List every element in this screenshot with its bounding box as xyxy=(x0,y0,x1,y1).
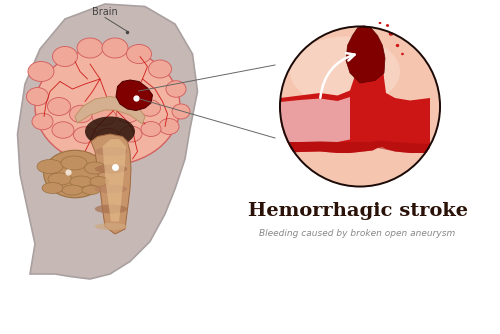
Polygon shape xyxy=(75,97,145,124)
Polygon shape xyxy=(280,141,430,153)
Ellipse shape xyxy=(95,165,128,173)
Polygon shape xyxy=(102,139,126,221)
Ellipse shape xyxy=(389,32,393,36)
Ellipse shape xyxy=(126,44,152,63)
Text: Hemorrhagic stroke: Hemorrhagic stroke xyxy=(248,202,468,220)
Text: Brain: Brain xyxy=(92,6,118,16)
Ellipse shape xyxy=(70,105,92,123)
Ellipse shape xyxy=(52,122,74,138)
Ellipse shape xyxy=(28,61,54,81)
Ellipse shape xyxy=(48,173,72,185)
Ellipse shape xyxy=(148,60,172,78)
Ellipse shape xyxy=(85,117,135,147)
Ellipse shape xyxy=(35,48,180,165)
Ellipse shape xyxy=(378,22,382,24)
Ellipse shape xyxy=(141,122,161,137)
Ellipse shape xyxy=(140,100,160,116)
Ellipse shape xyxy=(95,204,128,213)
Text: Bleeding caused by broken open aneurysm: Bleeding caused by broken open aneurysm xyxy=(260,228,456,237)
Polygon shape xyxy=(346,25,385,83)
Ellipse shape xyxy=(172,104,190,119)
Ellipse shape xyxy=(84,162,105,174)
Ellipse shape xyxy=(120,126,142,142)
Ellipse shape xyxy=(70,176,92,187)
Ellipse shape xyxy=(32,113,53,130)
Ellipse shape xyxy=(42,182,63,193)
Polygon shape xyxy=(280,97,350,142)
Polygon shape xyxy=(18,4,198,279)
Ellipse shape xyxy=(26,88,48,106)
Ellipse shape xyxy=(92,108,116,125)
Circle shape xyxy=(279,25,441,187)
Ellipse shape xyxy=(401,53,404,55)
Ellipse shape xyxy=(44,150,106,198)
Ellipse shape xyxy=(95,184,128,193)
Ellipse shape xyxy=(48,98,70,116)
Ellipse shape xyxy=(102,38,128,58)
Ellipse shape xyxy=(386,24,389,27)
Ellipse shape xyxy=(82,185,100,194)
Ellipse shape xyxy=(74,127,96,143)
Ellipse shape xyxy=(95,223,128,230)
Ellipse shape xyxy=(37,160,63,173)
Polygon shape xyxy=(280,38,430,153)
Ellipse shape xyxy=(52,46,78,66)
Ellipse shape xyxy=(396,44,399,47)
Ellipse shape xyxy=(116,105,140,123)
Ellipse shape xyxy=(77,38,103,58)
Polygon shape xyxy=(116,80,152,111)
Ellipse shape xyxy=(159,119,179,135)
Ellipse shape xyxy=(166,81,186,97)
Ellipse shape xyxy=(95,147,128,156)
Ellipse shape xyxy=(90,176,108,186)
Polygon shape xyxy=(91,134,131,234)
Ellipse shape xyxy=(61,156,87,170)
Ellipse shape xyxy=(62,185,83,195)
Ellipse shape xyxy=(290,36,400,107)
Ellipse shape xyxy=(96,129,120,145)
